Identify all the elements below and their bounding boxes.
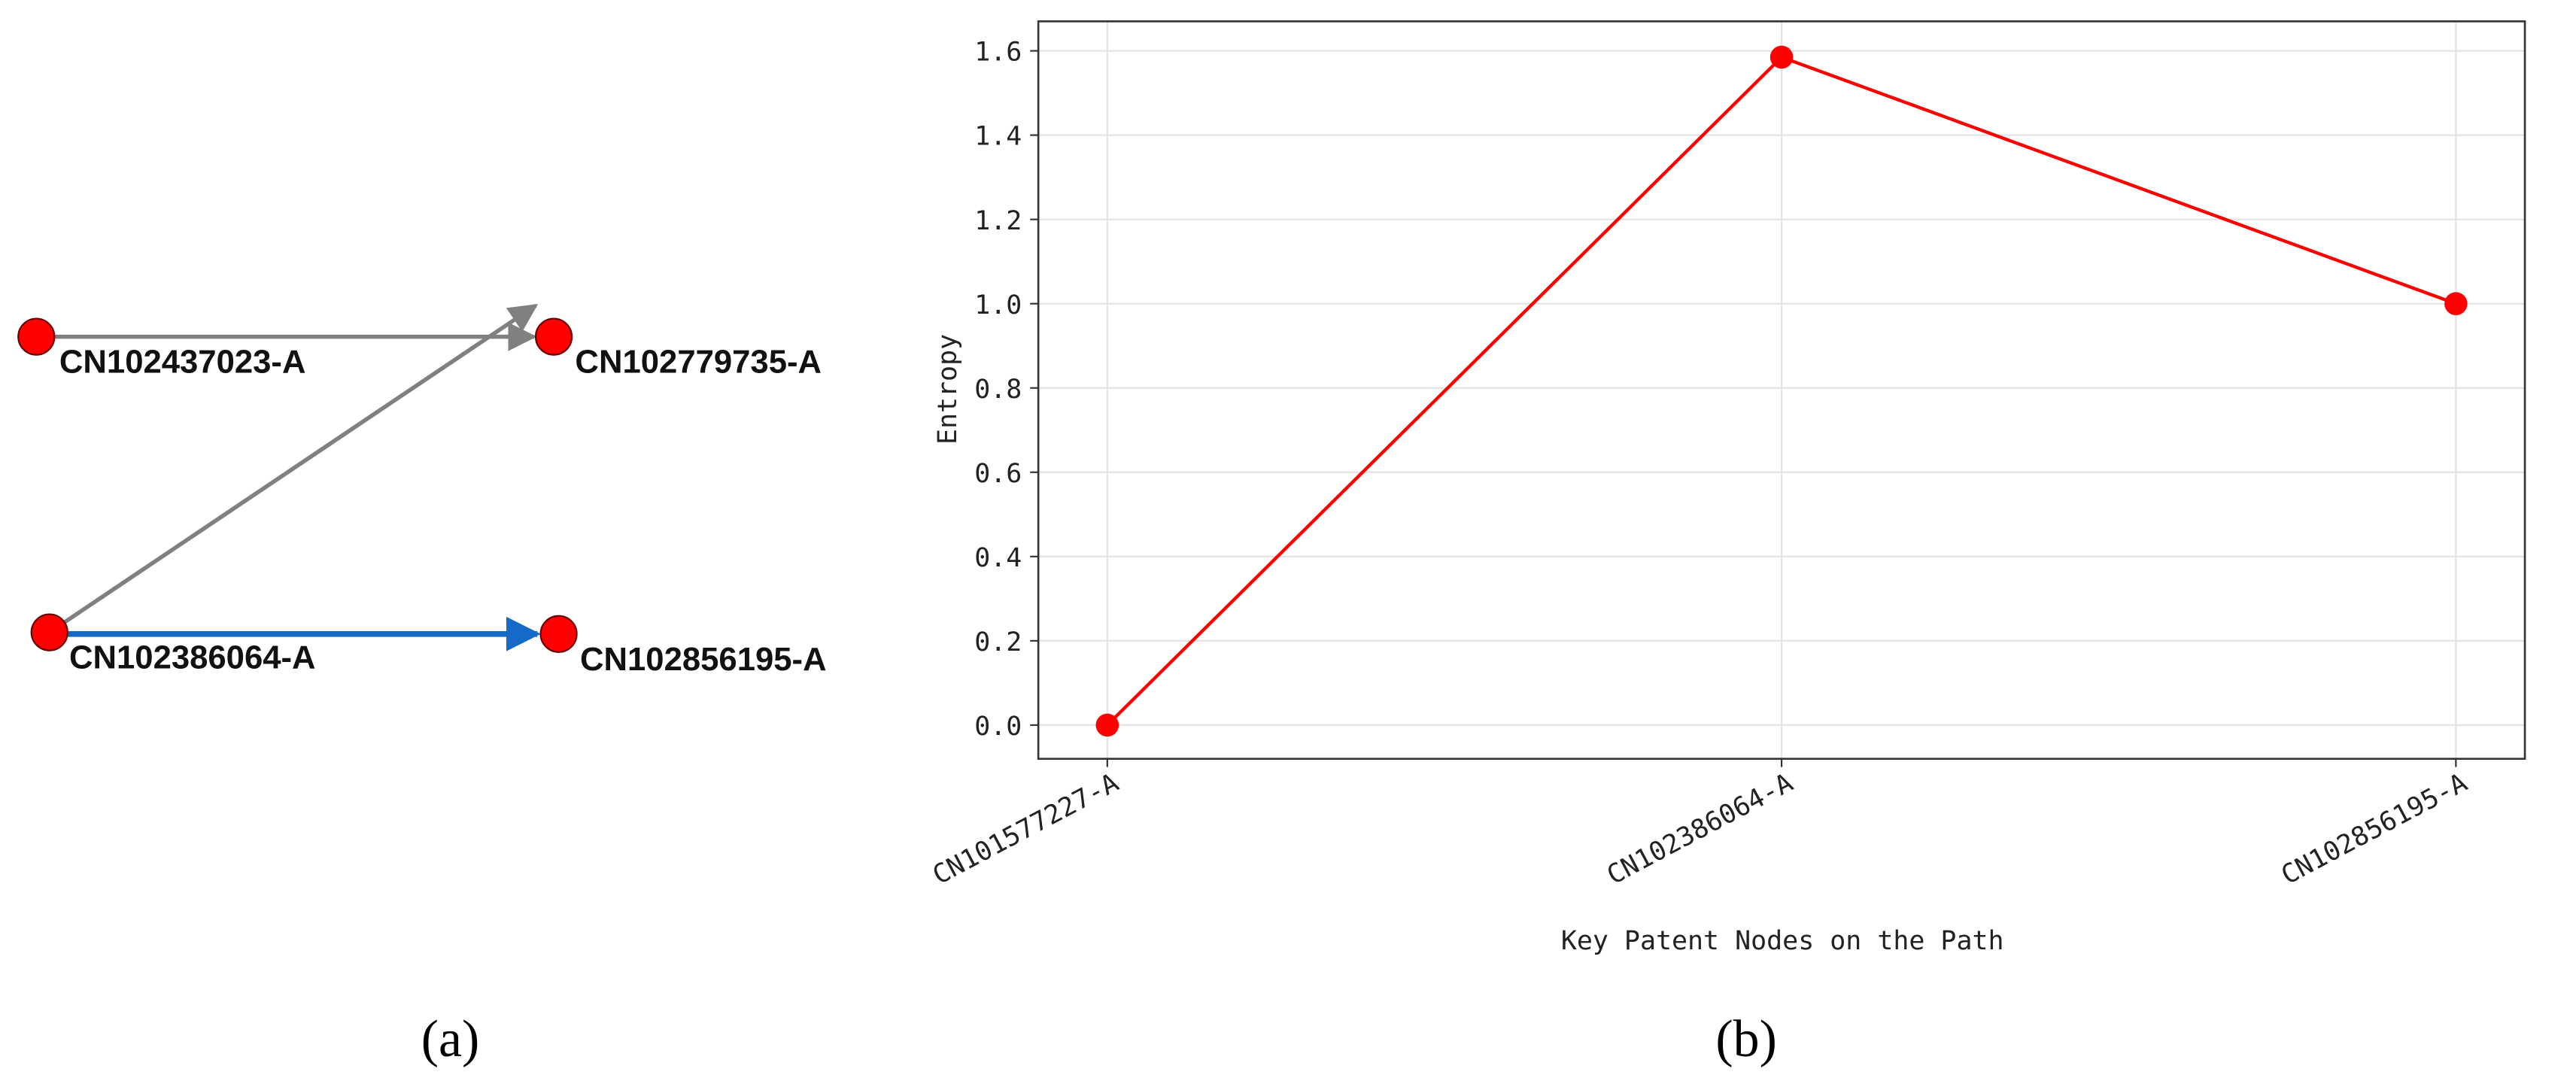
plot-frame: [1037, 20, 2526, 761]
y-tick-label: 1.0: [974, 290, 1022, 320]
y-tick-label: 1.6: [974, 38, 1022, 68]
y-tick-label: 0.0: [974, 712, 1022, 742]
edge: [48, 303, 539, 634]
panel-label: (b): [1715, 1010, 1776, 1068]
node-label: CN102856195-A: [580, 641, 827, 678]
node-label: CN102386064-A: [69, 639, 316, 676]
data-point: [1095, 713, 1119, 737]
network-diagram: CN102437023-A CN102779735-A CN102386064-…: [17, 303, 827, 678]
node: [17, 317, 56, 356]
node: [539, 615, 578, 653]
x-axis-label: Key Patent Nodes on the Path: [1561, 926, 2004, 956]
panel-label: (a): [421, 1010, 480, 1068]
y-tick-label: 0.8: [974, 375, 1022, 405]
data-point: [2444, 292, 2468, 315]
line-chart: Key Patent Nodes on the Path Entropy 0.0…: [928, 20, 2526, 956]
x-tick-label: CN102386064-A: [1602, 768, 1798, 891]
y-tick-label: 1.4: [974, 122, 1022, 152]
node: [30, 613, 68, 651]
node-label: CN102779735-A: [575, 344, 822, 381]
y-tick-label: 0.2: [974, 627, 1022, 657]
x-tick-label: CN101577227-A: [928, 768, 1123, 891]
node-label: CN102437023-A: [59, 344, 306, 381]
x-tick-label: CN102856195-A: [2277, 768, 2472, 891]
node: [534, 317, 573, 356]
y-tick-label: 0.4: [974, 543, 1022, 573]
y-axis-label: Entropy: [933, 334, 963, 445]
data-point: [1769, 45, 1794, 69]
y-tick-label: 1.2: [974, 206, 1022, 236]
y-tick-label: 0.6: [974, 459, 1022, 489]
